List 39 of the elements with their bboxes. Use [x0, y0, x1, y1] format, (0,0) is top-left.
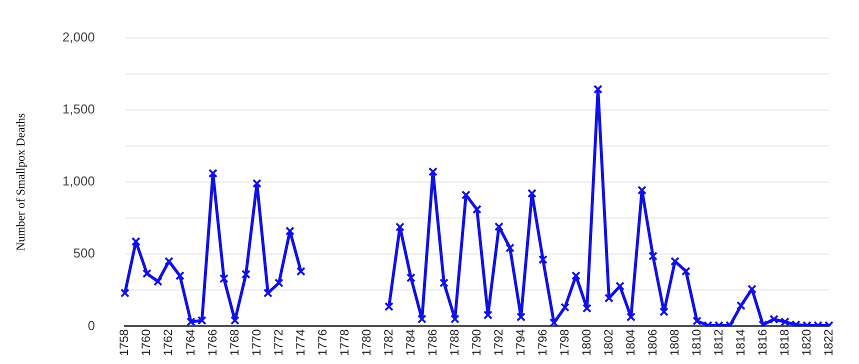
x-tick-label: 1800: [579, 328, 594, 356]
y-tick-label: 2,000: [62, 29, 95, 44]
x-tick-label: 1804: [623, 328, 638, 356]
x-tick-label: 1796: [535, 328, 550, 356]
y-tick-label: 500: [73, 246, 95, 261]
x-tick-label: 1810: [689, 328, 704, 356]
x-tick-label: 1816: [755, 328, 770, 356]
x-tick-label: 1806: [645, 328, 660, 356]
x-tick-label: 1760: [139, 328, 154, 356]
x-tick-label: 1758: [117, 328, 132, 356]
x-tick-label: 1782: [381, 328, 396, 356]
x-tick-label: 1792: [491, 328, 506, 356]
x-tick-label: 1808: [667, 328, 682, 356]
x-tick-label: 1766: [205, 328, 220, 356]
x-tick-label: 1788: [447, 328, 462, 356]
y-axis-title: Number of Smallpox Deaths: [13, 112, 28, 251]
x-tick-label: 1774: [293, 328, 308, 356]
y-tick-label: 1,000: [62, 174, 95, 189]
y-tick-label: 0: [88, 318, 95, 333]
x-tick-label: 1762: [161, 328, 176, 356]
x-tick-label: 1822: [821, 328, 836, 356]
x-tick-label: 1768: [227, 328, 242, 356]
x-tick-label: 1802: [601, 328, 616, 356]
x-tick-label: 1794: [513, 328, 528, 356]
x-tick-label: 1818: [777, 328, 792, 356]
x-tick-label: 1772: [271, 328, 286, 356]
x-tick-label: 1820: [799, 328, 814, 356]
x-tick-label: 1776: [315, 328, 330, 356]
x-tick-label: 1770: [249, 328, 264, 356]
x-tick-label: 1778: [337, 328, 352, 356]
x-tick-label: 1814: [733, 328, 748, 356]
x-tick-label: 1790: [469, 328, 484, 356]
x-tick-label: 1784: [403, 328, 418, 356]
x-tick-label: 1786: [425, 328, 440, 356]
x-tick-label: 1780: [359, 328, 374, 356]
x-tick-label: 1812: [711, 328, 726, 356]
y-tick-label: 1,500: [62, 101, 95, 116]
x-tick-label: 1764: [183, 328, 198, 356]
x-tick-label: 1798: [557, 328, 572, 356]
